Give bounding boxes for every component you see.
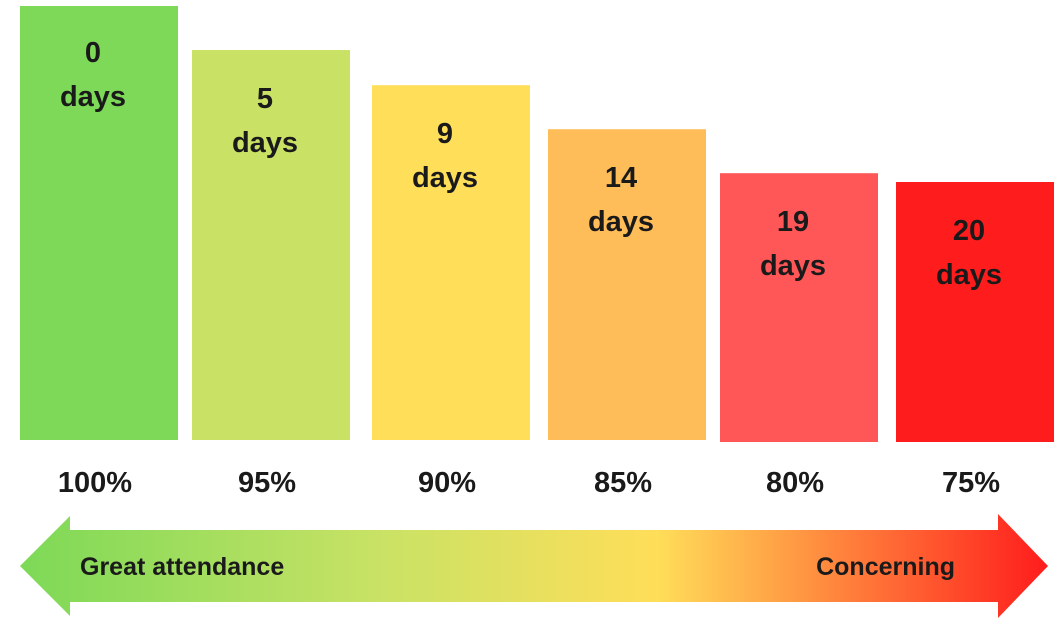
category-label: 75%	[942, 467, 1000, 499]
bar-100-percent	[20, 6, 178, 440]
bar-90-percent	[372, 85, 530, 440]
category-label: 85%	[594, 467, 652, 499]
bar-75-percent	[896, 182, 1054, 442]
bar-85-percent	[548, 129, 706, 440]
bar-value-label: 19	[777, 206, 809, 238]
bar-unit-label: days	[760, 250, 826, 282]
bar-95-percent	[192, 50, 350, 440]
arrow-right-label: Concerning	[816, 553, 955, 581]
gradient-arrow-shape	[20, 514, 1048, 618]
percentage-labels-group: 100% 95% 90% 85% 80% 75%	[58, 467, 1000, 499]
bar-value-label: 9	[437, 118, 453, 150]
bar-unit-label: days	[588, 206, 654, 238]
bar-80-percent	[720, 173, 878, 442]
category-label: 80%	[766, 467, 824, 499]
category-label: 90%	[418, 467, 476, 499]
bars-group: 0 days 5 days 9 days 14 days 19 days 20 days	[20, 6, 1054, 442]
bar-unit-label: days	[232, 127, 298, 159]
arrow-left-label: Great attendance	[80, 553, 284, 581]
bar-unit-label: days	[60, 81, 126, 113]
bar-value-label: 20	[953, 215, 985, 247]
attendance-arrow: Great attendance Concerning	[20, 514, 1048, 618]
bar-value-label: 0	[85, 37, 101, 69]
bar-unit-label: days	[412, 162, 478, 194]
bar-value-label: 5	[257, 83, 273, 115]
category-label: 95%	[238, 467, 296, 499]
bar-unit-label: days	[936, 259, 1002, 291]
category-label: 100%	[58, 467, 132, 499]
bar-value-label: 14	[605, 162, 637, 194]
